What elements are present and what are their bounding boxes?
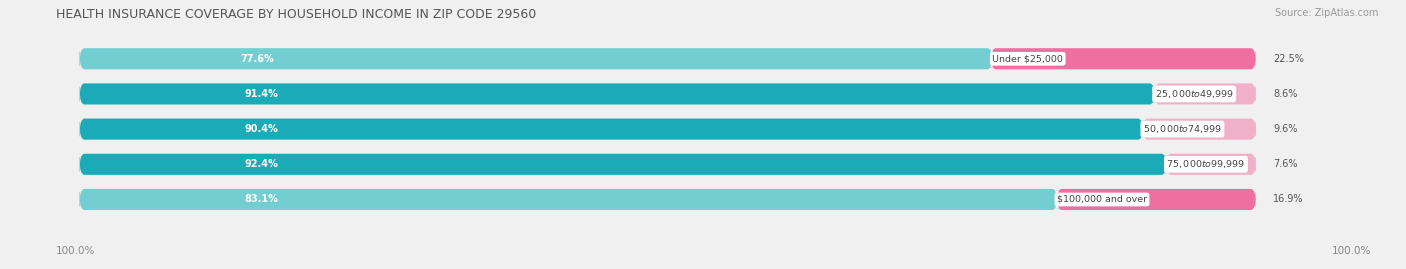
FancyBboxPatch shape	[1167, 154, 1256, 175]
Text: $75,000 to $99,999: $75,000 to $99,999	[1167, 158, 1246, 170]
FancyBboxPatch shape	[991, 48, 1256, 69]
Text: 83.1%: 83.1%	[245, 194, 278, 204]
Text: Source: ZipAtlas.com: Source: ZipAtlas.com	[1274, 8, 1378, 18]
FancyBboxPatch shape	[1154, 83, 1256, 104]
Text: 22.5%: 22.5%	[1274, 54, 1305, 64]
FancyBboxPatch shape	[80, 85, 1256, 102]
Text: $100,000 and over: $100,000 and over	[1057, 195, 1147, 204]
FancyBboxPatch shape	[80, 83, 1154, 104]
FancyBboxPatch shape	[80, 121, 1256, 138]
FancyBboxPatch shape	[80, 156, 1256, 173]
FancyBboxPatch shape	[80, 191, 1256, 208]
Text: $50,000 to $74,999: $50,000 to $74,999	[1143, 123, 1222, 135]
Text: 90.4%: 90.4%	[245, 124, 278, 134]
FancyBboxPatch shape	[80, 189, 1057, 210]
Text: 9.6%: 9.6%	[1274, 124, 1298, 134]
Text: $25,000 to $49,999: $25,000 to $49,999	[1154, 88, 1233, 100]
Legend: With Coverage, Without Coverage: With Coverage, Without Coverage	[588, 266, 818, 269]
FancyBboxPatch shape	[80, 154, 1167, 175]
FancyBboxPatch shape	[80, 50, 1256, 68]
Text: 100.0%: 100.0%	[1331, 246, 1371, 256]
Text: HEALTH INSURANCE COVERAGE BY HOUSEHOLD INCOME IN ZIP CODE 29560: HEALTH INSURANCE COVERAGE BY HOUSEHOLD I…	[56, 8, 537, 21]
FancyBboxPatch shape	[1057, 189, 1256, 210]
Text: 77.6%: 77.6%	[240, 54, 274, 64]
Text: 100.0%: 100.0%	[56, 246, 96, 256]
Text: 8.6%: 8.6%	[1274, 89, 1298, 99]
FancyBboxPatch shape	[80, 48, 993, 69]
FancyBboxPatch shape	[80, 119, 1143, 140]
Text: Under $25,000: Under $25,000	[993, 54, 1063, 63]
Text: 16.9%: 16.9%	[1274, 194, 1303, 204]
Text: 7.6%: 7.6%	[1274, 159, 1298, 169]
Text: 92.4%: 92.4%	[245, 159, 278, 169]
FancyBboxPatch shape	[1143, 119, 1256, 140]
Text: 91.4%: 91.4%	[245, 89, 278, 99]
